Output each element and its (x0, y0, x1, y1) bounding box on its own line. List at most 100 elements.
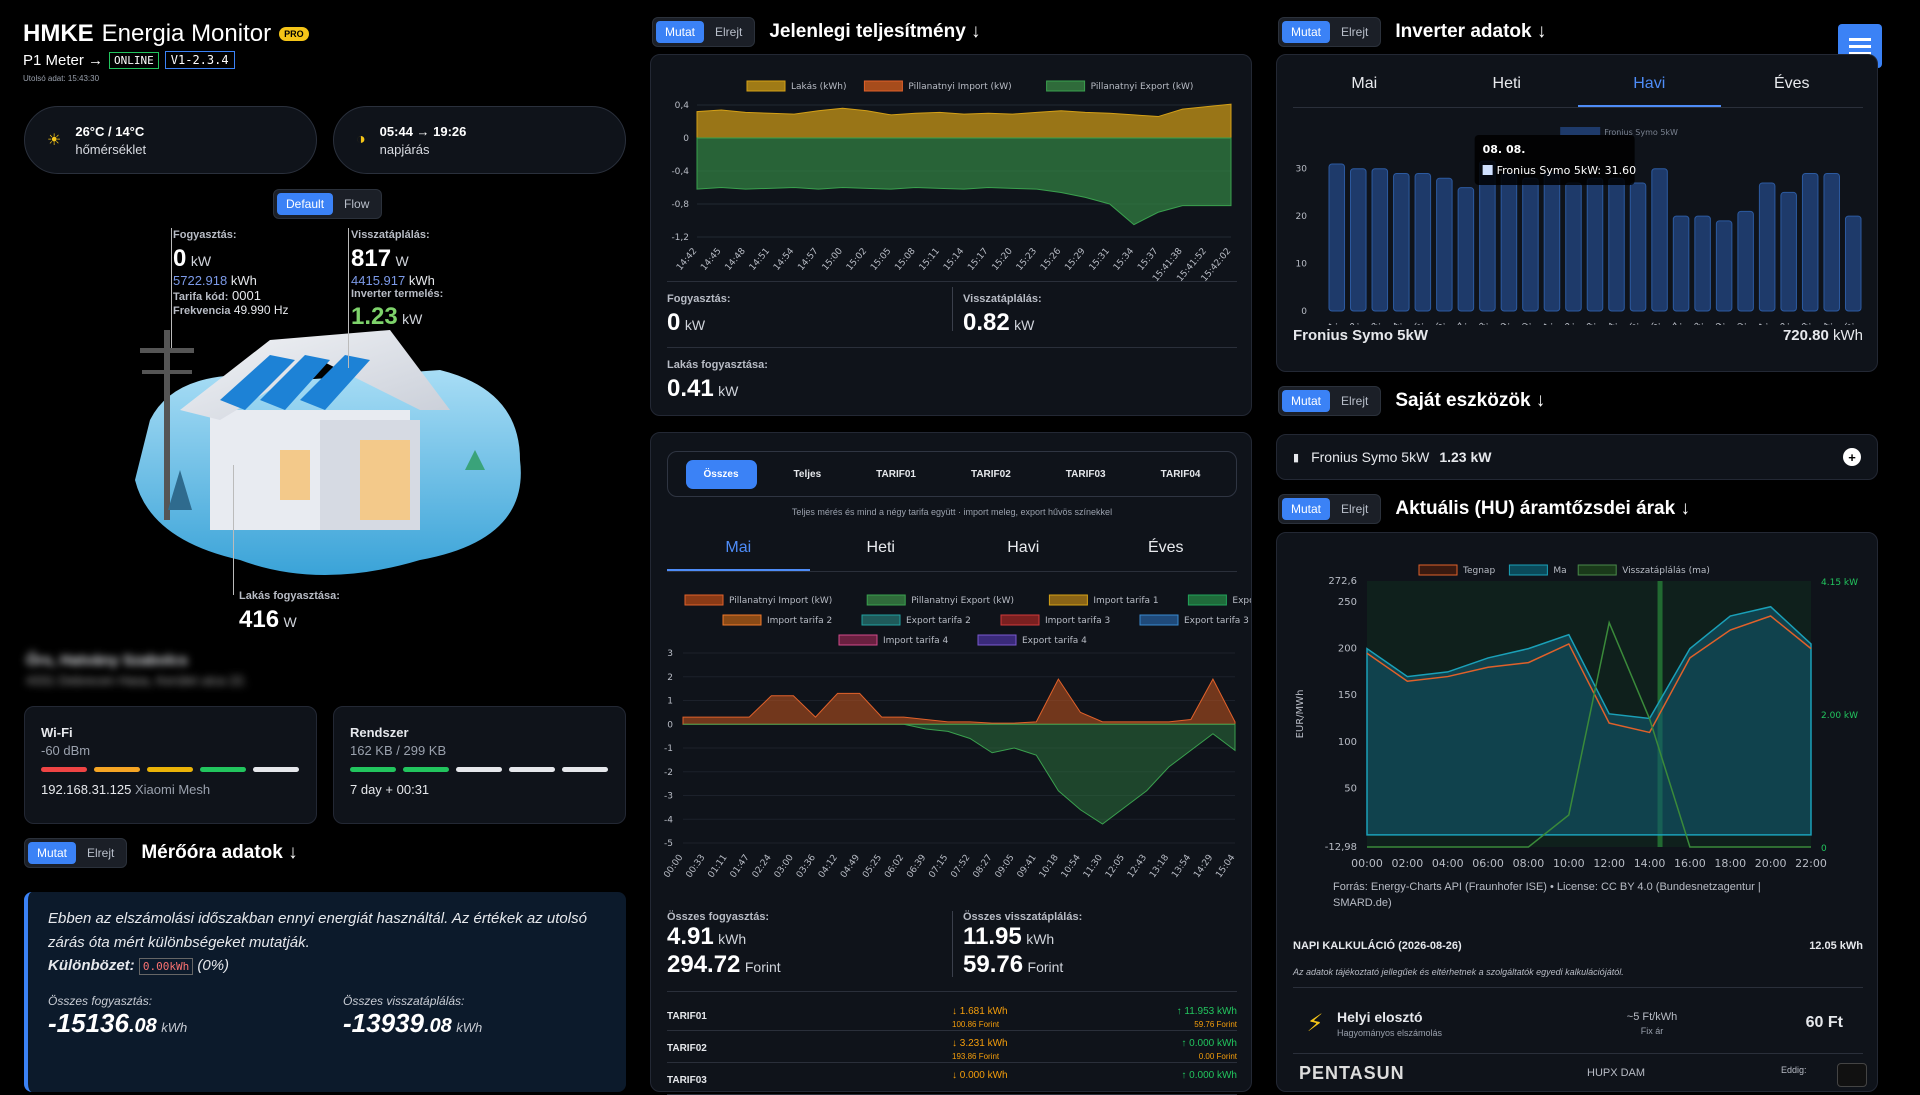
wifi-network: Xiaomi Mesh (135, 782, 211, 797)
inv-xtick: 08. 21. (1744, 319, 1770, 325)
pr-legend-label: Tegnap (1462, 566, 1495, 576)
total-feed-label: Összes visszatáplálás: (963, 911, 1083, 923)
inv-tooltip-date: 08. 08. (1483, 143, 1526, 156)
period-tab-0[interactable]: Mai (667, 529, 810, 571)
inv-bar (1629, 182, 1647, 312)
meter-hide-button[interactable]: Elrejt (87, 846, 115, 860)
period-tab-1[interactable]: Heti (866, 539, 895, 556)
tariff-row-export: ↑ 0.000 kWh 0.00 Forint (1097, 1037, 1237, 1063)
total-feed-ft-unit: Forint (1027, 959, 1064, 975)
period-tab-1[interactable]: Heti (1492, 75, 1521, 92)
devices-show-button[interactable]: Mutat (1282, 390, 1331, 412)
current-consumption: Fogyasztás: 0 kW (667, 293, 731, 337)
tariff-row-export: ↑ 0.000 kWh (1097, 1069, 1237, 1082)
period-tab-3[interactable]: Éves (1773, 75, 1810, 92)
pr-xtick: 20:00 (1755, 857, 1787, 870)
td-legend-swatch (1048, 594, 1088, 606)
td-legend-swatch (861, 614, 901, 626)
td-xtick: 10:18 (1038, 853, 1061, 880)
hamburger-icon (1849, 44, 1871, 48)
td-xtick: 03:00 (773, 853, 796, 880)
meter-text: Ebben az elszámolási időszakban ennyi en… (48, 910, 587, 951)
sun-value: 05:44 → 19:26 (379, 123, 467, 139)
pr-xtick: 10:00 (1553, 857, 1585, 870)
td-legend-label: Import tarifa 1 (1093, 596, 1158, 606)
td-ytick: -3 (664, 792, 673, 802)
td-legend-label: Import tarifa 2 (767, 616, 832, 626)
house-illustration (135, 330, 521, 575)
home-label: Lakás fogyasztása: (239, 590, 340, 602)
td-ytick: 3 (667, 649, 673, 659)
period-tab-3[interactable]: Éves (1147, 539, 1184, 556)
cp-xtick: 15:05 (869, 247, 893, 273)
period-tab-2[interactable]: Havi (1007, 539, 1040, 556)
current-hide-button[interactable]: Elrejt (715, 25, 743, 39)
period-tab-0[interactable]: Mai (1351, 75, 1378, 92)
tariff-tab-összes[interactable]: Összes (685, 459, 757, 489)
td-ytick: -1 (664, 744, 673, 754)
address-block: Őrs, Hatvány Szabolcs 4331 Debrecen Hasa… (26, 652, 247, 688)
td-legend-label: Export tarifa 2 (906, 616, 971, 626)
tariff-tab-tarif02[interactable]: TARIF02 (970, 468, 1011, 480)
app-title: HMKE Energia Monitor PRO (23, 20, 309, 48)
cp-xtick: 14:51 (748, 247, 772, 273)
inv-bar (1737, 210, 1754, 312)
pr-xtick: 12:00 (1593, 857, 1625, 870)
tariff-tab-tarif04[interactable]: TARIF04 (1160, 468, 1201, 480)
cp-legend-swatch (863, 80, 903, 92)
cp-xtick: 15:26 (1039, 246, 1064, 273)
tariff-rows: TARIF01 ↓ 1.681 kWh 100.86 Forint ↑ 11.953 … (667, 999, 1237, 1095)
inverter-hide-button[interactable]: Elrejt (1341, 25, 1369, 39)
inverter-show-button[interactable]: Mutat (1282, 21, 1331, 43)
feed-total-unit: kWh (408, 273, 435, 288)
td-xtick: 03:36 (795, 853, 818, 880)
inv-xtick: 08. 25. (1830, 319, 1856, 325)
current-show-button[interactable]: Mutat (656, 21, 705, 43)
inv-xtick: 08. 05. (1400, 319, 1426, 325)
inv-xtick: 08. 17. (1658, 319, 1684, 325)
tariff-import-kwh: ↓ 0.000 kWh (952, 1070, 1008, 1081)
td-xtick: 14:29 (1192, 853, 1215, 880)
tariff-tab-tarif03[interactable]: TARIF03 (1065, 468, 1106, 480)
expand-icon[interactable]: + (1843, 448, 1861, 466)
inv-bar (1350, 168, 1367, 312)
td-ytick: -5 (664, 839, 673, 849)
inverter-title: Inverter adatok ↓ (1395, 21, 1547, 42)
cp-home-area (696, 103, 1232, 139)
view-default-button[interactable]: Default (277, 193, 334, 215)
pr-ytick: 100 (1338, 737, 1357, 748)
tariff-tab-teljes[interactable]: Teljes (793, 468, 822, 480)
total-feed-kwh-unit: kWh (1026, 931, 1055, 947)
cp-xtick: 14:42 (675, 247, 699, 273)
consumption-block: Fogyasztás: 0 kW 5722.918 kWh Tarifa kód… (173, 229, 289, 317)
inv-tooltip-text: Fronius Symo 5kW: 31.60 (1497, 164, 1637, 177)
title: Energia Monitor (101, 20, 272, 47)
td-xtick: 07:15 (927, 853, 950, 880)
meter-show-button[interactable]: Mutat (28, 842, 77, 864)
inv-xtick: 08. 10. (1508, 319, 1534, 325)
system-title: Rendszer (350, 725, 409, 740)
tariff-tab-tarif01[interactable]: TARIF01 (876, 468, 916, 480)
td-xtick: 00:33 (684, 853, 707, 880)
td-xtick: 09:05 (994, 853, 1017, 880)
edit-button[interactable] (1837, 1063, 1867, 1087)
inv-ytick: 20 (1296, 212, 1308, 222)
prices-hide-button[interactable]: Elrejt (1341, 502, 1369, 516)
consumption-label: Fogyasztás: (173, 229, 237, 241)
td-ytick: -4 (664, 815, 673, 825)
inv-xtick: 08. 09. (1486, 319, 1512, 325)
view-flow-button[interactable]: Flow (344, 197, 370, 211)
period-tab-2[interactable]: Havi (1578, 65, 1721, 107)
tariff-note: Teljes mérés és mind a négy tarifa együt… (791, 507, 1113, 517)
pro-badge: PRO (279, 27, 309, 41)
left-column: HMKE Energia Monitor PRO P1 Meter → ONLI… (0, 0, 640, 1092)
pr-y2tick: 4.15 kW (1821, 578, 1858, 588)
inv-bar (1393, 172, 1410, 312)
inv-bar (1565, 182, 1582, 312)
prices-show-button[interactable]: Mutat (1282, 498, 1331, 520)
device-row: ▮ Fronius Symo 5kW 1.23 kW + (1276, 434, 1878, 480)
devices-title: Saját eszközök ↓ (1395, 390, 1546, 411)
devices-hide-button[interactable]: Elrejt (1341, 394, 1369, 408)
tariff-row: TARIF01 ↓ 1.681 kWh 100.86 Forint ↑ 11.953 … (667, 999, 1237, 1031)
